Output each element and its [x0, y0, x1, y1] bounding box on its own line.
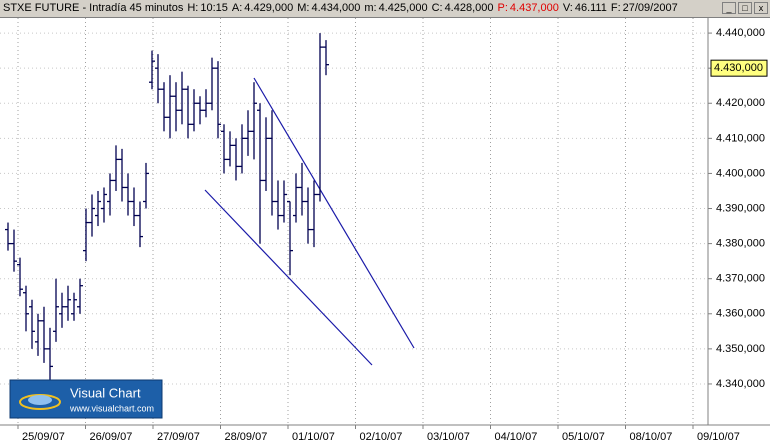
header-field-label: M:: [297, 2, 310, 14]
header-field-value: 4.428,000: [444, 2, 494, 14]
trend-line: [204, 189, 373, 366]
x-tick-label: 26/09/07: [90, 431, 133, 443]
y-tick-label: 4.360,000: [716, 308, 765, 320]
logo: Visual Chart www.visualchart.com: [9, 379, 163, 419]
logo-url: www.visualchart.com: [69, 403, 154, 413]
x-tick-label: 04/10/07: [495, 431, 538, 443]
header-field-value: 46.111: [574, 2, 607, 14]
header-field-value: 27/09/2007: [622, 2, 678, 14]
y-tick-label: 4.440,000: [716, 27, 765, 39]
header-field-value: 4.434,000: [311, 2, 361, 14]
header-field-label: P:: [497, 2, 508, 14]
x-tick-label: 28/09/07: [225, 431, 268, 443]
x-tick-label: 01/10/07: [292, 431, 335, 443]
x-tick-label: 05/10/07: [562, 431, 605, 443]
x-tick-label: 27/09/07: [157, 431, 200, 443]
y-tick-label: 4.390,000: [716, 202, 765, 214]
last-price-label: 4.430,000: [714, 62, 763, 74]
y-tick-label: 4.420,000: [716, 97, 765, 109]
header-field-label: m:: [364, 2, 377, 14]
logo-icon: [28, 395, 52, 405]
x-tick-label: 02/10/07: [360, 431, 403, 443]
y-tick-label: 4.400,000: [716, 167, 765, 179]
close-button[interactable]: x: [754, 2, 768, 14]
header-title: STXE FUTURE - Intradía 45 minutos: [3, 2, 184, 14]
header-field-value: 4.425,000: [378, 2, 428, 14]
logo-title: Visual Chart: [70, 385, 141, 400]
x-tick-label: 09/10/07: [697, 431, 740, 443]
window-buttons: _ □ x: [722, 2, 768, 14]
header-field-label: H:: [187, 2, 199, 14]
trend-line: [253, 77, 415, 349]
y-tick-label: 4.340,000: [716, 378, 765, 390]
y-tick-label: 4.380,000: [716, 238, 765, 250]
header-field-label: V:: [562, 2, 573, 14]
header-field-value: 10:15: [200, 2, 228, 14]
header-field-value: 4.429,000: [244, 2, 294, 14]
minimize-button[interactable]: _: [722, 2, 736, 14]
header-field-label: F:: [610, 2, 621, 14]
y-tick-label: 4.350,000: [716, 343, 765, 355]
y-tick-label: 4.370,000: [716, 273, 765, 285]
last-price-box: [710, 59, 768, 77]
header-fields: H: 10:15 A: 4.429,000 M: 4.434,000 m: 4.425,000…: [187, 2, 681, 14]
maximize-button[interactable]: □: [738, 2, 752, 14]
x-tick-label: 08/10/07: [630, 431, 673, 443]
header-field-label: C:: [431, 2, 443, 14]
bars: [5, 33, 329, 384]
header: STXE FUTURE - Intradía 45 minutos H: 10:15…: [0, 0, 770, 18]
x-tick-label: 03/10/07: [427, 431, 470, 443]
header-field-label: A:: [231, 2, 243, 14]
x-tick-label: 25/09/07: [22, 431, 65, 443]
header-field-value: 4.437,000: [509, 2, 559, 14]
plot-background: [0, 18, 770, 447]
y-tick-label: 4.410,000: [716, 132, 765, 144]
